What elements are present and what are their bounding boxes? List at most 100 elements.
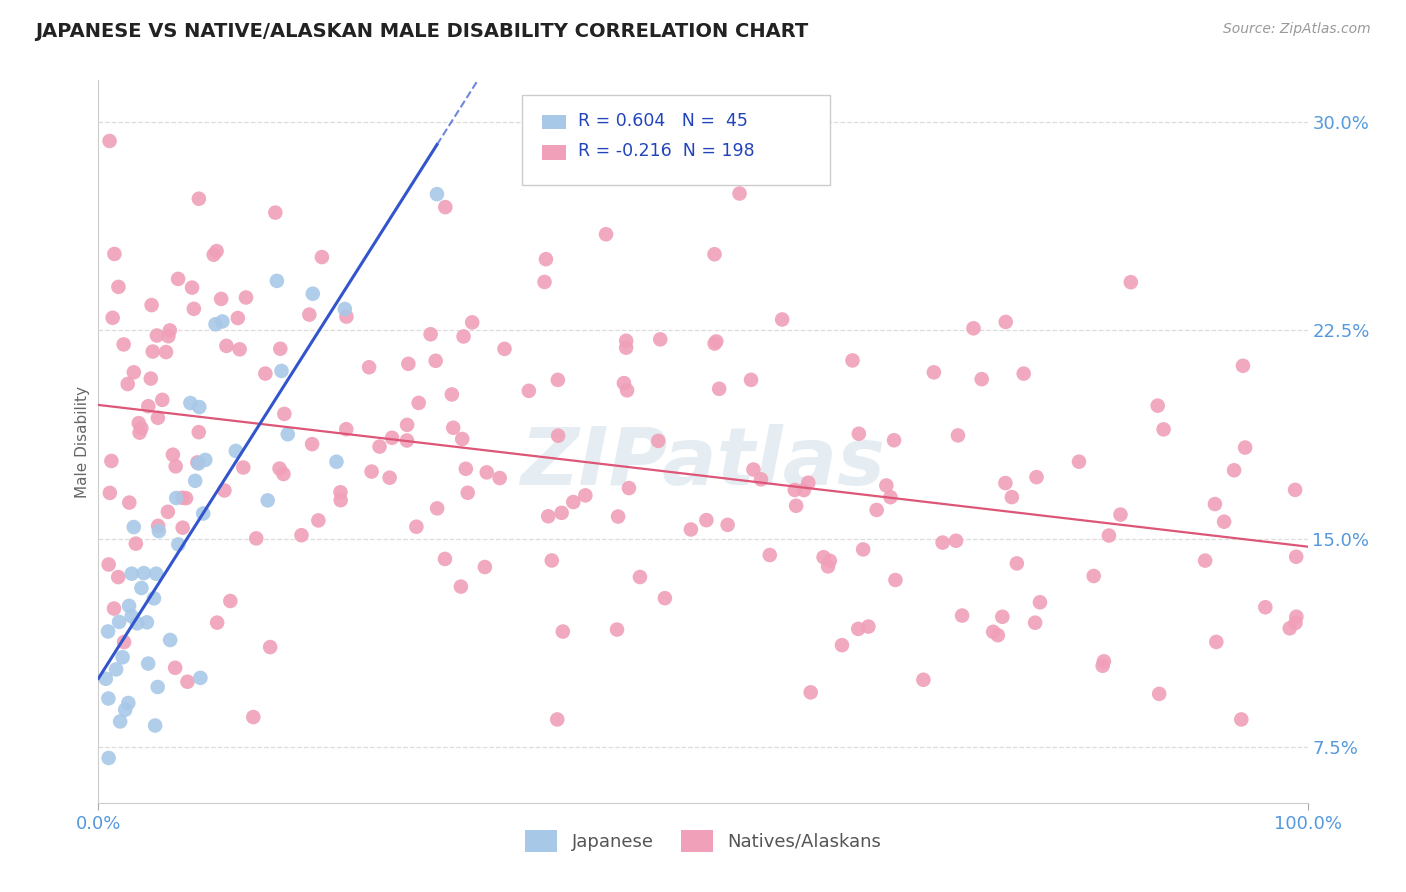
Point: [1223, 463, 1246, 477]
Point: [813, 550, 835, 565]
Point: [1029, 595, 1052, 609]
Point: [172, 491, 194, 505]
Point: [122, 365, 145, 379]
Point: [1153, 422, 1175, 436]
Point: [793, 483, 815, 497]
Point: [98, 134, 121, 148]
Point: [266, 274, 288, 288]
Point: [232, 460, 254, 475]
Point: [650, 332, 672, 346]
Point: [703, 247, 725, 261]
Point: [127, 616, 149, 631]
Legend: Japanese, Natives/Alaskans: Japanese, Natives/Alaskans: [517, 822, 889, 859]
Point: [534, 252, 557, 267]
Point: [1205, 635, 1227, 649]
Point: [758, 548, 780, 562]
Point: [121, 566, 143, 581]
Point: [111, 650, 134, 665]
Point: [770, 312, 793, 326]
Point: [108, 714, 131, 729]
Point: [125, 536, 148, 550]
Point: [922, 365, 945, 379]
Point: [136, 399, 159, 413]
Point: [488, 471, 510, 485]
Point: [172, 521, 194, 535]
Point: [614, 334, 637, 348]
Point: [139, 371, 162, 385]
Point: [190, 671, 212, 685]
Point: [434, 200, 457, 214]
Point: [97, 751, 120, 765]
Text: JAPANESE VS NATIVE/ALASKAN MALE DISABILITY CORRELATION CHART: JAPANESE VS NATIVE/ALASKAN MALE DISABILI…: [35, 22, 808, 41]
Point: [162, 448, 184, 462]
Point: [146, 519, 169, 533]
Point: [146, 410, 169, 425]
Point: [242, 710, 264, 724]
Point: [114, 703, 136, 717]
Point: [1098, 528, 1121, 542]
Point: [264, 205, 287, 219]
Text: R = -0.216  N = 198: R = -0.216 N = 198: [578, 142, 755, 160]
Point: [256, 493, 278, 508]
Point: [740, 373, 762, 387]
Point: [211, 314, 233, 328]
Point: [841, 353, 863, 368]
Point: [425, 353, 447, 368]
Point: [155, 345, 177, 359]
Point: [1025, 470, 1047, 484]
Point: [378, 471, 401, 485]
Point: [141, 298, 163, 312]
Point: [950, 608, 973, 623]
Point: [128, 425, 150, 440]
Point: [301, 286, 323, 301]
Point: [562, 495, 585, 509]
Point: [494, 342, 516, 356]
Point: [103, 601, 125, 615]
Point: [606, 623, 628, 637]
Point: [1285, 609, 1308, 624]
Point: [1109, 508, 1132, 522]
Point: [117, 696, 139, 710]
Point: [97, 624, 120, 639]
Point: [215, 339, 238, 353]
Point: [277, 427, 299, 442]
Point: [135, 615, 157, 630]
Point: [451, 432, 474, 446]
Point: [433, 552, 456, 566]
Point: [101, 310, 124, 325]
Point: [167, 537, 190, 551]
Point: [742, 462, 765, 476]
Point: [617, 481, 640, 495]
Point: [228, 343, 250, 357]
Point: [360, 465, 382, 479]
Point: [912, 673, 935, 687]
Point: [97, 558, 120, 572]
Point: [121, 609, 143, 624]
Y-axis label: Male Disability: Male Disability: [75, 385, 90, 498]
Point: [981, 624, 1004, 639]
Point: [181, 280, 204, 294]
Point: [457, 485, 479, 500]
Point: [607, 509, 630, 524]
Point: [848, 426, 870, 441]
Point: [797, 475, 820, 490]
Point: [112, 635, 135, 649]
Point: [150, 392, 173, 407]
Point: [1285, 549, 1308, 564]
Text: R = 0.604   N =  45: R = 0.604 N = 45: [578, 112, 748, 129]
Point: [183, 301, 205, 316]
FancyBboxPatch shape: [543, 115, 567, 129]
Point: [108, 615, 131, 629]
Point: [551, 624, 574, 639]
Point: [994, 476, 1017, 491]
Point: [131, 581, 153, 595]
Point: [1194, 553, 1216, 567]
Point: [614, 341, 637, 355]
Point: [156, 505, 179, 519]
Point: [852, 542, 875, 557]
Point: [994, 315, 1017, 329]
Point: [628, 570, 651, 584]
Point: [219, 594, 242, 608]
Point: [100, 454, 122, 468]
Point: [184, 474, 207, 488]
